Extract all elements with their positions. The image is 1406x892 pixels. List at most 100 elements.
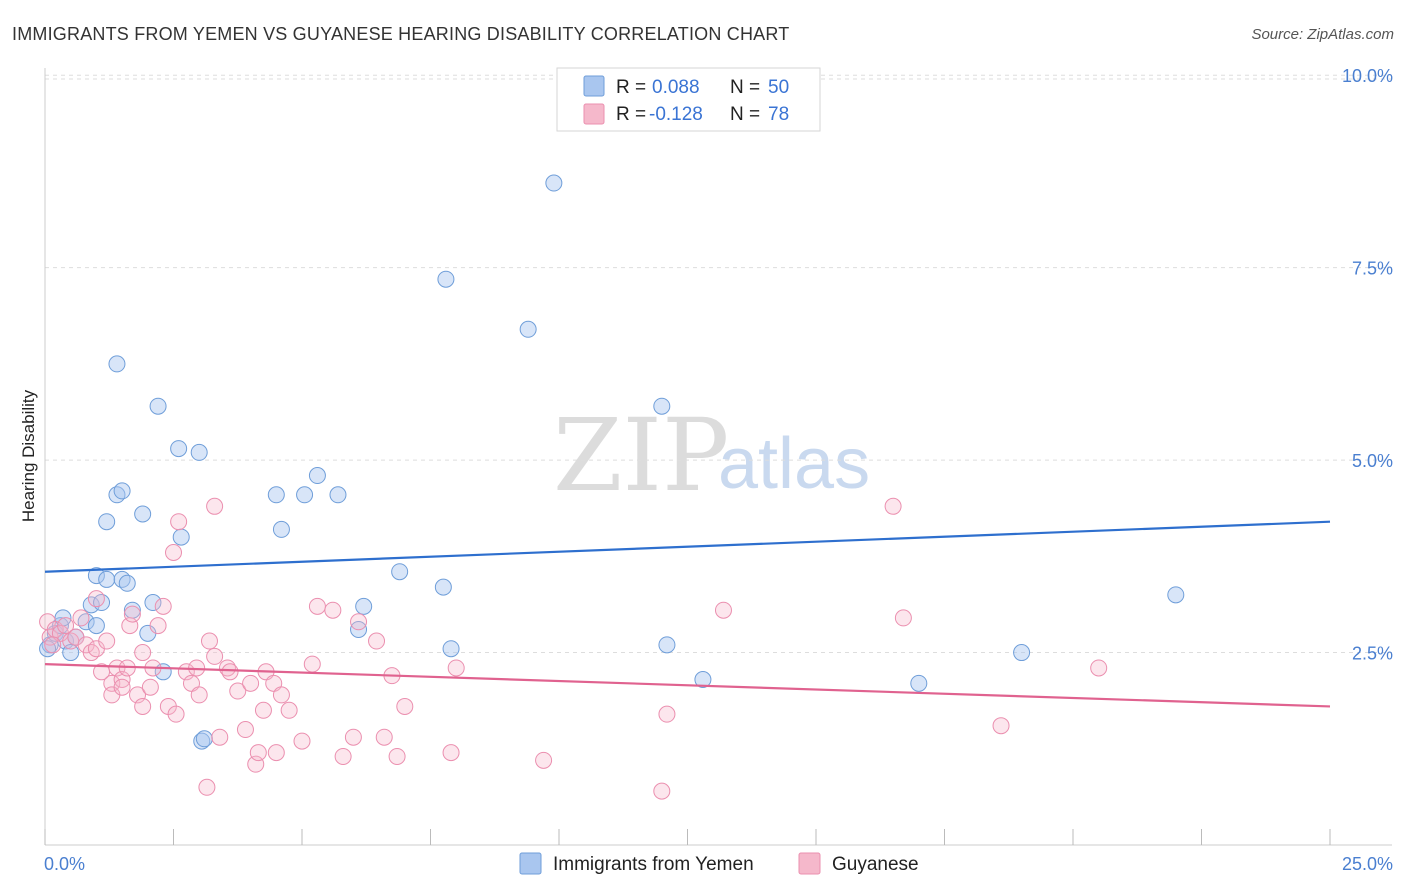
point-yemen [653,397,671,415]
y-tick-label: 5.0% [1352,451,1393,471]
point-guyanese [154,597,172,615]
point-guyanese [221,663,239,681]
x-tick-label: 25.0% [1342,854,1393,874]
point-yemen [272,520,290,538]
bottom-legend-label-yemen: Immigrants from Yemen [553,854,754,875]
point-guyanese [375,728,393,746]
point-guyanese [535,751,553,769]
point-guyanese [272,686,290,704]
point-guyanese [396,697,414,715]
point-guyanese [98,632,116,650]
point-yemen [108,355,126,373]
point-guyanese [992,717,1010,735]
axes [44,68,1392,846]
point-guyanese [103,674,121,692]
bottom-legend-swatch-yemen [519,852,542,875]
point-yemen [62,644,80,662]
point-yemen [437,270,455,288]
watermark-zip: ZIP [553,397,729,514]
point-guyanese [134,697,152,715]
point-yemen [658,636,676,654]
point-yemen [391,563,409,581]
point-guyanese [447,659,465,677]
point-yemen [172,528,190,546]
point-guyanese [170,513,188,531]
chart-title: IMMIGRANTS FROM YEMEN VS GUYANESE HEARIN… [12,24,789,44]
point-yemen [267,486,285,504]
point-guyanese [113,678,131,696]
point-guyanese [123,605,141,623]
point-guyanese [72,609,90,627]
legend-n-value: 78 [768,104,789,125]
point-yemen [910,674,928,692]
point-guyanese [44,636,62,654]
point-yemen [149,397,167,415]
point-guyanese [149,617,167,635]
point-guyanese [206,497,224,515]
point-yemen [193,732,211,750]
point-guyanese [714,601,732,619]
legend-n-label: N = [730,104,760,125]
legend-r-value: -0.128 [649,104,703,125]
point-guyanese [254,701,272,719]
point-yemen [355,597,373,615]
watermark-atlas: atlas [718,424,870,504]
point-yemen [87,567,105,585]
point-yemen [442,640,460,658]
point-guyanese [280,701,298,719]
legend-n-label: N = [730,77,760,98]
legend-r-value: 0.088 [652,77,700,98]
point-guyanese [388,747,406,765]
point-guyanese [442,744,460,762]
point-yemen [118,574,136,592]
y-tick-label: 10.0% [1342,66,1393,86]
point-guyanese [884,497,902,515]
point-guyanese [653,782,671,800]
source-label: Source: ZipAtlas.com [1251,26,1394,43]
point-guyanese [167,705,185,723]
point-yemen [308,467,326,485]
point-guyanese [350,613,368,631]
point-guyanese [141,678,159,696]
point-guyanese [249,744,267,762]
y-axis-label: Hearing Disability [19,389,38,522]
stats-legend: R = 0.088 N = 50 R = -0.128 N = 78 [556,67,821,132]
bottom-legend: Immigrants from Yemen Guyanese [519,852,919,875]
point-guyanese [1090,659,1108,677]
point-yemen [1167,586,1185,604]
point-guyanese [134,644,152,662]
point-guyanese [242,674,260,692]
data-points [39,174,1185,800]
point-guyanese [236,721,254,739]
point-guyanese [658,705,676,723]
point-guyanese [267,744,285,762]
point-guyanese [293,732,311,750]
point-yemen [329,486,347,504]
point-guyanese [229,682,247,700]
point-yemen [144,594,162,612]
point-guyanese [894,609,912,627]
point-guyanese [165,543,182,561]
point-yemen [545,174,563,192]
point-yemen [519,320,537,338]
point-guyanese [57,617,75,635]
point-yemen [1013,644,1031,662]
point-yemen [296,486,314,504]
point-yemen [434,578,452,596]
point-yemen [694,671,712,689]
y-tick-label: 7.5% [1352,259,1393,279]
point-guyanese [334,747,352,765]
trend-line-yemen [44,520,1331,573]
legend-swatch-guyanese [583,103,605,125]
point-guyanese [308,597,326,615]
legend-swatch-yemen [583,75,605,97]
point-yemen [190,443,208,461]
point-yemen [98,570,116,588]
legend-n-value: 50 [768,77,789,98]
point-guyanese [368,632,386,650]
point-guyanese [200,632,218,650]
point-guyanese [344,728,362,746]
point-yemen [113,482,131,500]
bottom-legend-swatch-guyanese [798,852,821,875]
trend-lines [44,520,1331,708]
